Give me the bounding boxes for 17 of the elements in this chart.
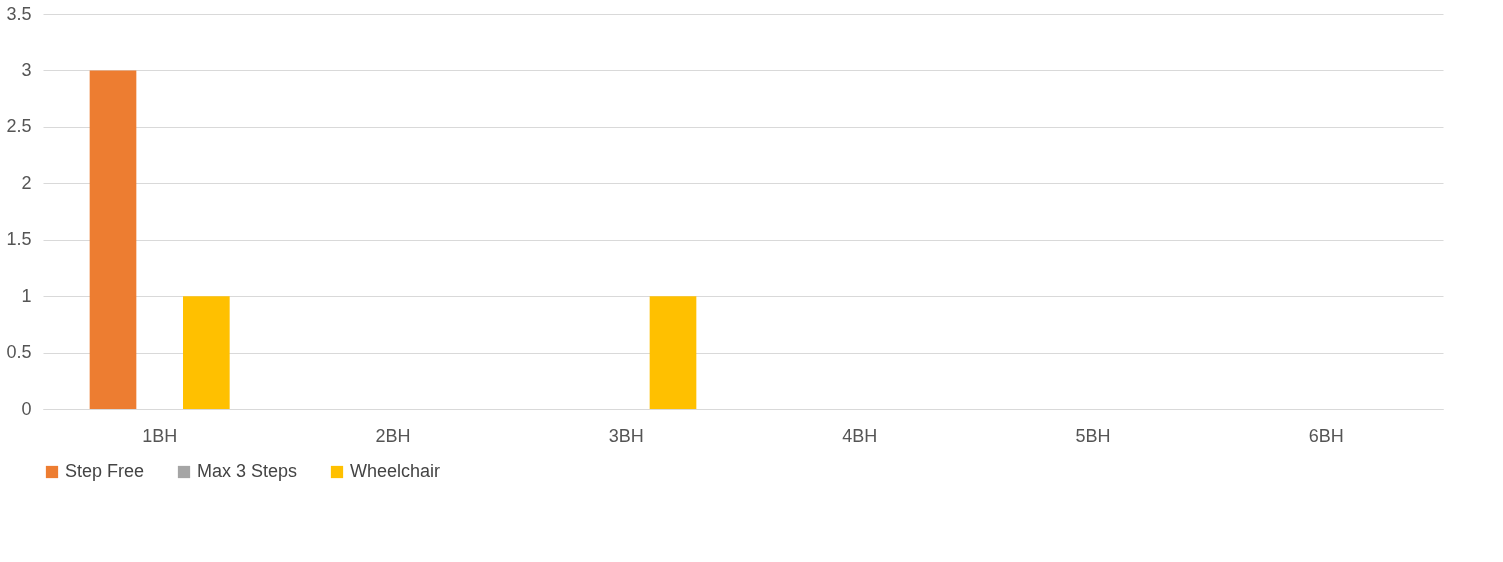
x-tick-label: 1BH (142, 425, 178, 446)
legend-label: Max 3 Steps (197, 461, 298, 481)
y-tick-label: 2.5 (6, 116, 32, 137)
legend-label: Wheelchair (350, 461, 441, 481)
x-tick-label: 3BH (608, 425, 644, 446)
y-tick-label: 3.5 (6, 3, 32, 24)
legend-label: Step Free (65, 461, 145, 481)
y-tick-label: 0 (21, 398, 32, 419)
y-tick-label: 0.5 (6, 342, 32, 363)
y-tick-label: 1.5 (6, 229, 32, 250)
y-tick-label: 1 (21, 285, 32, 306)
x-tick-label: 2BH (375, 425, 411, 446)
y-tick-label: 2 (21, 172, 32, 193)
y-tick-label: 3 (21, 59, 32, 80)
x-tick-label: 6BH (1308, 425, 1344, 446)
x-tick-label: 4BH (842, 425, 878, 446)
x-tick-label: 5BH (1075, 425, 1111, 446)
